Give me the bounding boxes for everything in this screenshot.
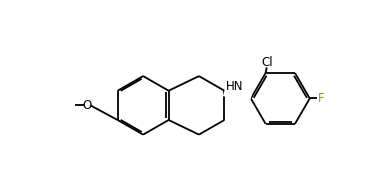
Text: Cl: Cl	[262, 56, 273, 69]
Text: F: F	[318, 92, 324, 105]
Text: HN: HN	[226, 80, 243, 93]
Text: HN: HN	[226, 80, 243, 93]
Text: O: O	[83, 99, 92, 112]
